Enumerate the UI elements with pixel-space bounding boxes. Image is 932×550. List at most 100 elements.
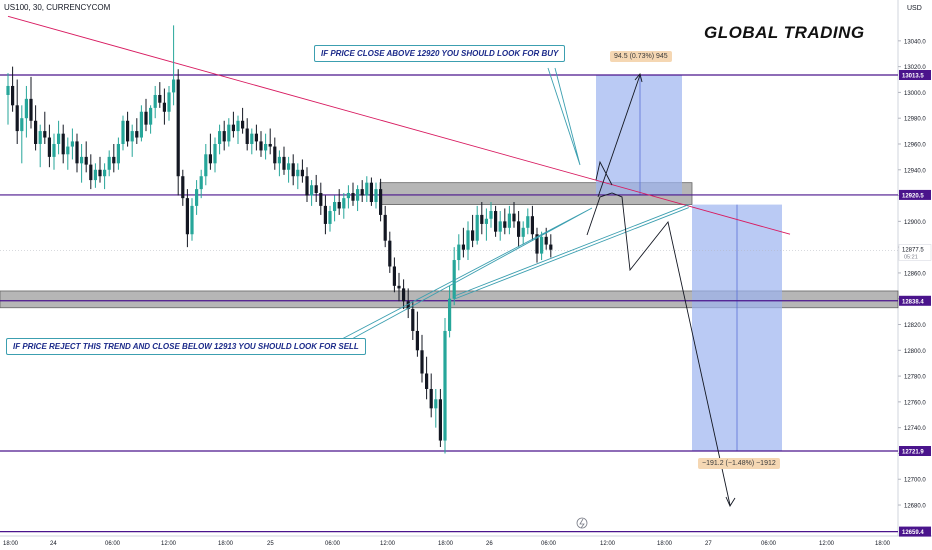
price-axis (898, 0, 932, 550)
long-position-label[interactable]: 94.5 (0.73%) 945 (610, 51, 672, 62)
y-tick-label: 12740.0 (904, 426, 926, 432)
candle-body (61, 133, 65, 155)
candle-body (397, 285, 401, 289)
candle-body (107, 156, 111, 170)
candle-body (213, 143, 217, 164)
y-tick-label: 13040.0 (904, 39, 926, 45)
candle-body (374, 189, 378, 203)
candle-body (11, 85, 15, 106)
candle-body (429, 388, 433, 409)
candle-body (521, 227, 525, 237)
candle-body (425, 373, 429, 389)
candle-body (121, 120, 125, 144)
level-badge (899, 295, 931, 306)
sell-arrow-head (725, 496, 736, 507)
candle-body (383, 214, 387, 241)
lightning-icon (579, 518, 585, 529)
candle-body (438, 399, 442, 441)
y-tick-label: 12960.0 (904, 142, 926, 148)
x-tick-label: 12:00 (161, 541, 177, 547)
buy-path-notch (595, 160, 613, 186)
candle-body (199, 176, 203, 190)
projected-buy-path (597, 74, 641, 198)
candle-body (15, 105, 19, 132)
descending-trend-line (7, 15, 791, 235)
level-label: 12838.4 (902, 299, 924, 305)
candle-body (29, 98, 33, 121)
symbol-label[interactable]: US100, 30, CURRENCYCOM (4, 3, 111, 12)
level-badge (899, 70, 931, 80)
candle-body (291, 163, 295, 177)
y-tick-label: 12980.0 (904, 117, 926, 123)
candle-body (80, 156, 84, 164)
candle-body (181, 176, 185, 199)
buy-arrow-head (634, 73, 643, 83)
candle-body (457, 244, 461, 261)
buy-note-pointer (547, 67, 581, 166)
candle-body (93, 169, 97, 181)
candle-body (231, 124, 235, 132)
y-tick-label: 13000.0 (904, 91, 926, 97)
candle-body (475, 214, 479, 241)
candle-body (66, 146, 70, 155)
buy-note[interactable]: IF PRICE CLOSE ABOVE 12920 YOU SHOULD LO… (314, 45, 566, 62)
candle-body (379, 189, 383, 215)
candle-body (392, 266, 396, 286)
last-price-badge (898, 244, 932, 261)
level-badge (899, 446, 931, 456)
x-tick-label: 18:00 (438, 541, 454, 547)
candle-body (535, 234, 539, 254)
candle-body (139, 111, 143, 138)
candle-body (402, 288, 406, 302)
candle-body (337, 202, 341, 209)
x-tick-label: 12:00 (819, 541, 835, 547)
y-tick-label: 13020.0 (904, 65, 926, 71)
candle-body (89, 164, 93, 181)
y-tick-label: 12860.0 (904, 271, 926, 277)
candle-body (34, 120, 38, 144)
candle-body (190, 205, 194, 235)
short-position-label[interactable]: −191.2 (−1.48%) −1912 (698, 458, 780, 469)
sell-note[interactable]: IF PRICE REJECT THIS TREND AND CLOSE BEL… (6, 338, 366, 355)
candle-body (406, 301, 410, 310)
candle-body (236, 120, 240, 132)
x-tick-label: 27 (705, 541, 712, 547)
x-tick-label: 18:00 (875, 541, 891, 547)
candle-body (526, 216, 530, 228)
candle-body (411, 309, 415, 331)
y-tick-label: 12780.0 (904, 375, 926, 381)
candle-body (319, 192, 323, 206)
candle-body (484, 218, 488, 224)
candle-body (420, 350, 424, 374)
x-tick-label: 18:00 (218, 541, 234, 547)
candle-body (503, 221, 507, 228)
candle-body (38, 131, 42, 144)
y-tick-label: 12760.0 (904, 400, 926, 406)
level-badge (899, 526, 931, 537)
candle-body (204, 154, 208, 177)
y-tick-label: 12680.0 (904, 504, 926, 510)
level-label: 12920.5 (902, 193, 924, 199)
candle-body (241, 120, 245, 129)
candle-body (70, 141, 74, 147)
x-tick-label: 18:00 (657, 541, 673, 547)
long-position-box (596, 75, 682, 195)
candle-body (305, 176, 309, 196)
candle-body (544, 236, 548, 245)
candle-body (20, 118, 24, 132)
candle-body (130, 131, 134, 142)
candle-body (498, 221, 502, 232)
event-marker-icon (576, 517, 588, 529)
rising-trend-line-2 (454, 207, 689, 300)
candle-body (195, 189, 199, 206)
candle-body (250, 133, 254, 144)
title-annotation[interactable]: GLOBAL TRADING (704, 23, 865, 42)
x-tick-label: 25 (267, 541, 274, 547)
candle-body (415, 330, 419, 351)
candle-body (264, 143, 268, 151)
countdown-label: 05:21 (904, 254, 918, 260)
candle-body (452, 260, 456, 299)
candle-body (245, 128, 249, 144)
y-tick-label: 12800.0 (904, 349, 926, 355)
